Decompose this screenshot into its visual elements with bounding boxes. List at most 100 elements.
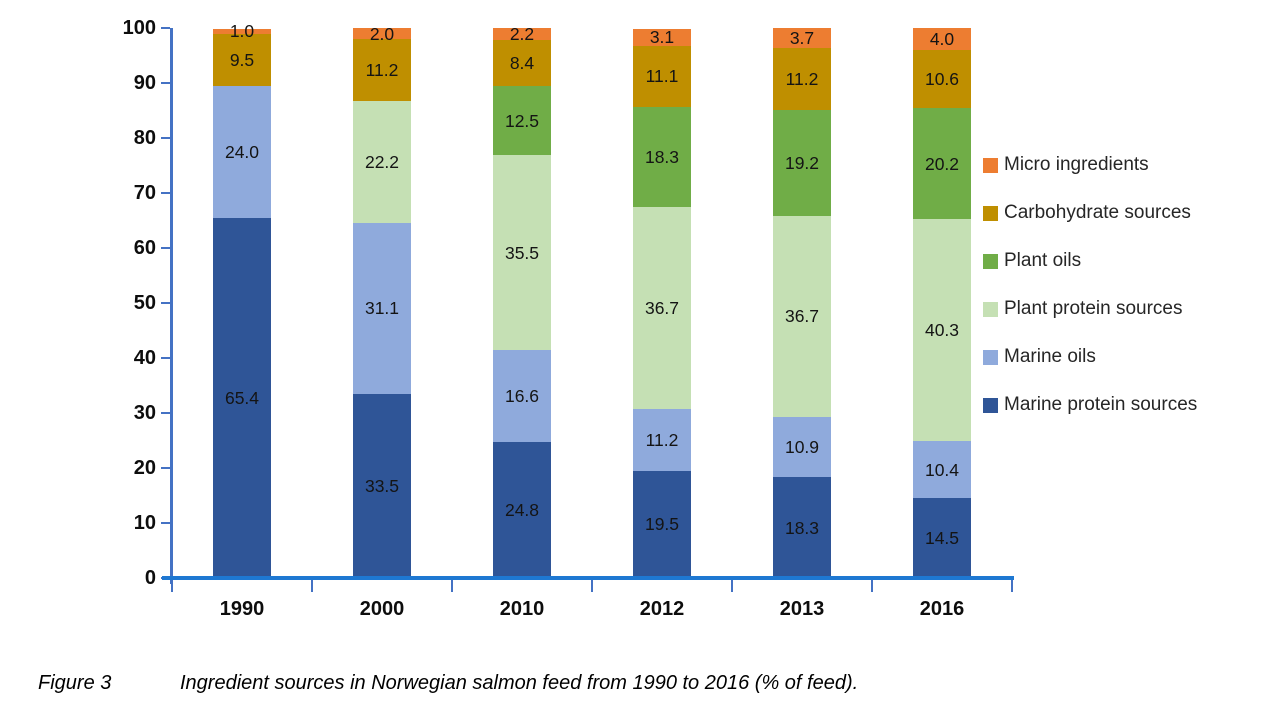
figure-caption-label: Figure 3 bbox=[38, 672, 112, 694]
bar-segment-carbohydrate-sources bbox=[773, 48, 831, 110]
y-axis-tick-label: 0 bbox=[144, 567, 156, 589]
bar-segment-plant-oils bbox=[913, 108, 971, 220]
bar-segment-micro-ingredients bbox=[493, 28, 551, 41]
legend-label: Marine oils bbox=[1004, 346, 1096, 367]
bar-value-label: 8.4 bbox=[509, 53, 535, 74]
bar-value-label: 14.5 bbox=[924, 528, 960, 549]
legend-item-micro-ingredients: Micro ingredients bbox=[983, 150, 1197, 180]
y-axis-tick-label: 90 bbox=[133, 72, 156, 94]
y-axis-tick-label: 10 bbox=[133, 512, 156, 534]
bar-value-label: 10.4 bbox=[924, 459, 960, 480]
bar-value-label: 3.1 bbox=[649, 27, 675, 48]
bar-value-label: 36.7 bbox=[784, 306, 820, 327]
bar-segment-marine-oils bbox=[213, 86, 271, 219]
legend-swatch-icon bbox=[983, 397, 998, 413]
x-axis-category-label: 2013 bbox=[779, 598, 825, 620]
bar-segment-marine-protein-sources bbox=[213, 218, 271, 578]
bar-value-label: 12.5 bbox=[504, 110, 540, 131]
x-axis-category-label: 2010 bbox=[499, 598, 545, 620]
bar-segment-marine-protein-sources bbox=[353, 393, 411, 578]
bar-value-label: 18.3 bbox=[784, 517, 820, 538]
legend-swatch-icon bbox=[983, 205, 998, 221]
y-axis-tick bbox=[161, 82, 170, 84]
bar-value-label: 20.2 bbox=[924, 153, 960, 174]
y-axis-tick bbox=[161, 302, 170, 304]
chart-legend: Micro ingredients Carbohydrate sources Pla… bbox=[983, 150, 1197, 438]
x-axis-category-label: 2016 bbox=[919, 598, 965, 620]
x-axis-category-label: 1990 bbox=[219, 598, 265, 620]
legend-label: Carbohydrate sources bbox=[1004, 202, 1191, 223]
bar-segment-marine-oils bbox=[773, 417, 831, 478]
bar-segment-marine-oils bbox=[913, 441, 971, 499]
bar-value-label: 2.2 bbox=[509, 24, 535, 45]
bar-value-label: 19.2 bbox=[784, 152, 820, 173]
x-axis-category-label: 2000 bbox=[359, 598, 405, 620]
bar-segment-carbohydrate-sources bbox=[213, 34, 271, 87]
bar-value-label: 3.7 bbox=[789, 28, 815, 49]
legend-label: Marine protein sources bbox=[1004, 394, 1198, 415]
y-axis-tick bbox=[161, 412, 170, 414]
bar-segment-micro-ingredients bbox=[773, 28, 831, 49]
bar-segment-micro-ingredients bbox=[633, 28, 691, 46]
bar-segment-plant-protein-sources bbox=[353, 100, 411, 223]
bar-value-label: 11.1 bbox=[645, 66, 679, 87]
bar-segment-carbohydrate-sources bbox=[633, 45, 691, 107]
bar-segment-plant-oils bbox=[773, 109, 831, 216]
bar-segment-plant-oils bbox=[633, 106, 691, 208]
y-axis-tick bbox=[161, 467, 170, 469]
legend-item-plant-oils: Plant oils bbox=[983, 246, 1197, 276]
bar-value-label: 10.6 bbox=[924, 69, 960, 90]
y-axis-tick bbox=[161, 27, 170, 29]
y-axis-tick bbox=[161, 137, 170, 139]
y-axis-tick-label: 80 bbox=[133, 127, 156, 149]
bar-segment-plant-protein-sources bbox=[633, 207, 691, 410]
bar-segment-plant-oils bbox=[493, 86, 551, 156]
bar-segment-micro-ingredients bbox=[353, 28, 411, 39]
x-axis-tick bbox=[171, 576, 173, 592]
x-axis-tick bbox=[1011, 576, 1013, 592]
bar-segment-marine-protein-sources bbox=[493, 441, 551, 578]
bar-value-label: 16.6 bbox=[504, 385, 540, 406]
legend-swatch-icon bbox=[983, 157, 998, 173]
bar-value-label: 40.3 bbox=[924, 320, 960, 341]
y-axis-tick-label: 20 bbox=[133, 457, 156, 479]
legend-label: Micro ingredients bbox=[1004, 154, 1149, 175]
bar-value-label: 22.2 bbox=[364, 151, 400, 172]
bar-value-label: 18.3 bbox=[644, 146, 680, 167]
bar-value-label: 10.9 bbox=[784, 437, 820, 458]
legend-swatch-icon bbox=[983, 349, 998, 365]
legend-item-marine-oils: Marine oils bbox=[983, 342, 1197, 372]
bar-segment-plant-protein-sources bbox=[773, 215, 831, 418]
y-axis-tick-label: 100 bbox=[122, 17, 156, 39]
y-axis-line bbox=[170, 28, 173, 584]
bar-segment-micro-ingredients bbox=[913, 28, 971, 50]
legend-item-plant-protein-sources: Plant protein sources bbox=[983, 294, 1197, 324]
bar-segment-plant-protein-sources bbox=[913, 219, 971, 442]
bar-segment-carbohydrate-sources bbox=[913, 50, 971, 109]
bar-value-label: 65.4 bbox=[224, 388, 260, 409]
x-axis-tick bbox=[451, 576, 453, 592]
bar-value-label: 11.2 bbox=[365, 59, 399, 80]
bar-value-label: 24.8 bbox=[504, 499, 540, 520]
y-axis-tick-label: 50 bbox=[133, 292, 156, 314]
y-axis-tick-label: 60 bbox=[133, 237, 156, 259]
bar-segment-carbohydrate-sources bbox=[493, 40, 551, 87]
bar-value-label: 33.5 bbox=[364, 475, 400, 496]
x-axis-tick bbox=[871, 576, 873, 592]
bar-segment-marine-protein-sources bbox=[633, 470, 691, 578]
bar-value-label: 2.0 bbox=[369, 23, 395, 44]
bar-segment-carbohydrate-sources bbox=[353, 39, 411, 101]
bar-segment-marine-oils bbox=[633, 409, 691, 471]
bar-segment-marine-oils bbox=[493, 350, 551, 442]
x-axis-category-label: 2012 bbox=[639, 598, 685, 620]
bar-segment-marine-protein-sources bbox=[773, 477, 831, 578]
figure-caption-text: Ingredient sources in Norwegian salmon f… bbox=[180, 672, 859, 694]
bar-value-label: 1.0 bbox=[229, 21, 255, 42]
x-axis-tick bbox=[591, 576, 593, 592]
x-axis-tick bbox=[311, 576, 313, 592]
legend-item-marine-protein-sources: Marine protein sources bbox=[983, 390, 1197, 420]
figure-caption: Figure 3 Ingredient sources in Norwegian… bbox=[0, 672, 1280, 702]
bar-value-label: 4.0 bbox=[929, 29, 955, 49]
legend-swatch-icon bbox=[983, 301, 998, 317]
